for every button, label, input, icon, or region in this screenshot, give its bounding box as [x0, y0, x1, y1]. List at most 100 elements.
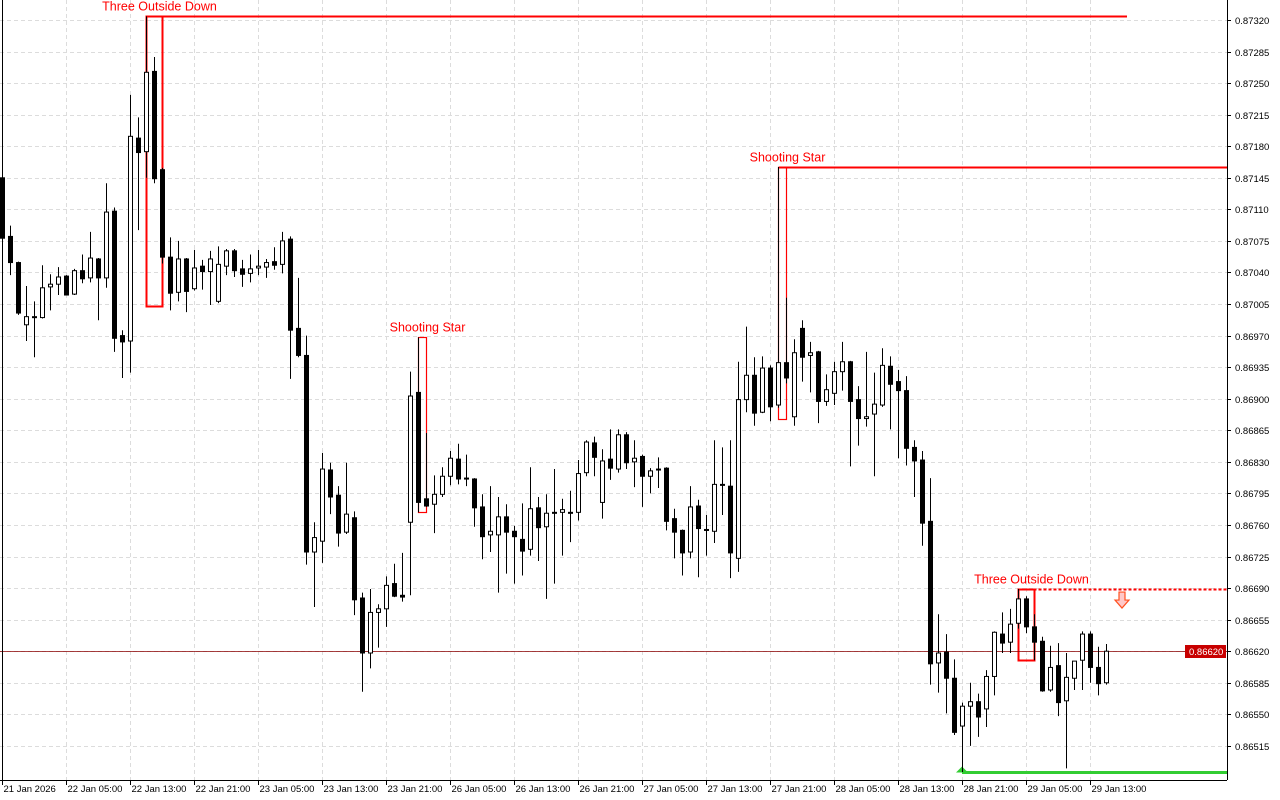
candle: [16, 261, 21, 315]
candle: [496, 497, 501, 593]
y-tick-label: 0.86550: [1235, 710, 1269, 721]
candle: [8, 225, 13, 276]
candle: [432, 475, 437, 534]
candle-body-bear: [912, 446, 917, 462]
y-tick-label: 0.86585: [1235, 679, 1269, 690]
candle: [1096, 646, 1101, 696]
candle: [1088, 631, 1093, 683]
candle-body-bull: [32, 316, 37, 319]
candle: [400, 552, 405, 602]
candle: [1040, 636, 1045, 692]
candle-body-bear: [664, 467, 669, 522]
candle: [824, 374, 829, 406]
x-tick-label: 29 Jan 13:00: [1092, 784, 1147, 795]
candle-body-bear: [472, 478, 477, 509]
candle-body-bull: [432, 493, 437, 505]
candle-body-bear: [608, 458, 613, 469]
candle-body-bull: [568, 511, 573, 514]
candle: [352, 511, 357, 616]
candle-body-bear: [152, 70, 157, 180]
candle: [480, 494, 485, 560]
candle: [856, 386, 861, 446]
candle: [1064, 653, 1069, 769]
y-tick-label: 0.86760: [1235, 521, 1269, 532]
candle-body-bull: [968, 701, 973, 707]
candle-body-bull: [368, 611, 373, 654]
x-tick-label: 23 Jan 13:00: [324, 784, 379, 795]
candle-body-bear: [336, 494, 341, 534]
candle: [344, 462, 349, 534]
x-tick-label: 21 Jan 2026: [4, 784, 56, 795]
candle-body-bull: [936, 652, 941, 664]
candle: [1104, 643, 1109, 685]
candle: [376, 604, 381, 648]
candle: [1024, 596, 1029, 634]
candle-body-bull: [832, 371, 837, 394]
candle-body-bear: [784, 362, 789, 379]
candle: [968, 682, 973, 746]
candle-body-bear: [680, 529, 685, 554]
candle: [512, 525, 517, 584]
candle: [880, 348, 885, 407]
candle-body-bear: [1032, 626, 1037, 643]
candle-body-bear: [1000, 633, 1005, 644]
y-tick-label: 0.86830: [1235, 458, 1269, 469]
candle: [848, 360, 853, 467]
y-tick-label: 0.86515: [1235, 742, 1269, 753]
candle: [456, 443, 461, 485]
candle-body-bull: [248, 268, 253, 274]
candle: [1056, 643, 1061, 717]
candle: [608, 429, 613, 480]
candle: [920, 451, 925, 546]
candle: [56, 267, 61, 296]
candle: [864, 351, 869, 427]
candle: [256, 249, 261, 276]
candle-body-bull: [528, 508, 533, 550]
candle-body-bull: [48, 283, 53, 288]
candle: [600, 449, 605, 519]
candle-body-bear: [944, 651, 949, 679]
candle-body-bear: [392, 583, 397, 597]
candle: [816, 350, 821, 424]
candle-body-bull: [584, 441, 589, 474]
candle: [144, 16, 149, 178]
candle: [872, 372, 877, 477]
candle-body-bear: [424, 498, 429, 507]
candle: [712, 440, 717, 543]
candle-body-bull: [688, 506, 693, 553]
candle: [384, 576, 389, 627]
candle-body-bear: [696, 505, 701, 530]
candle-body-bear: [184, 258, 189, 292]
candle-body-bear: [640, 455, 645, 477]
candle: [680, 529, 685, 576]
down-arrow-icon: [1113, 591, 1131, 609]
candle: [160, 167, 165, 264]
candle-body-bull: [1064, 676, 1069, 702]
candle-body-bear: [768, 367, 773, 408]
candle: [728, 440, 733, 579]
candle-body-bull: [864, 416, 869, 420]
candle-body-bear: [240, 268, 245, 275]
candle: [1080, 631, 1085, 690]
candle: [232, 249, 237, 277]
candle-body-bull: [376, 608, 381, 613]
candle-body-bull: [320, 468, 325, 542]
candle: [88, 231, 93, 283]
candle-body-bear: [112, 210, 117, 339]
candle-body-bull: [488, 530, 493, 536]
candle-body-bull: [736, 399, 741, 559]
candle-body-bear: [136, 137, 141, 154]
candle-body-bull: [24, 316, 29, 326]
candle-body-bear: [1056, 665, 1061, 704]
candle: [640, 454, 645, 507]
candle-body-bull: [440, 475, 445, 495]
candle: [264, 258, 269, 278]
x-tick-label: 26 Jan 21:00: [580, 784, 635, 795]
candle-body-bear: [888, 365, 893, 385]
candle: [336, 486, 341, 547]
candle: [360, 592, 365, 692]
candle: [312, 522, 317, 608]
candle-body-bear: [800, 327, 805, 358]
candle-body-bear: [656, 468, 661, 471]
candle: [216, 246, 221, 304]
